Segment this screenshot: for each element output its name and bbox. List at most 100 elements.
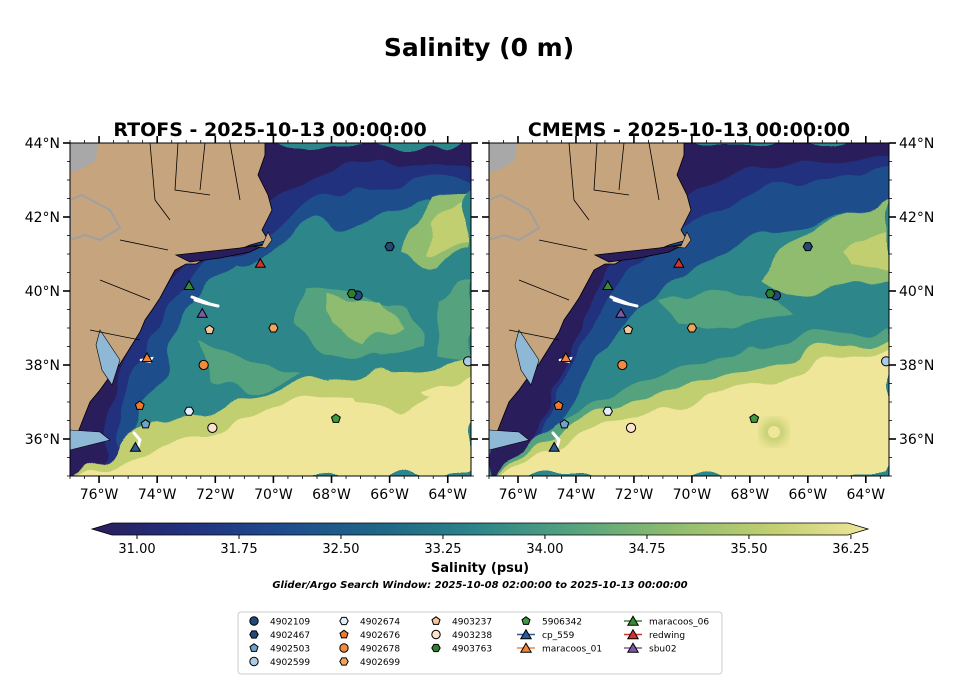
legend-marker-4902678: [339, 643, 349, 653]
legend-label-4902503: 4902503: [270, 645, 310, 655]
y-tick-label: 40°N: [899, 284, 934, 300]
marker-4902503-cmems: [559, 418, 570, 429]
legend-marker-4902503: [249, 643, 259, 652]
marker-4902674-cmems: [602, 406, 613, 416]
colorbar-tick-label: 32.50: [322, 542, 359, 557]
marker-4902678-rtofs: [198, 359, 209, 371]
legend-label-4902699: 4902699: [360, 658, 400, 668]
colorbar-tick-label: 33.25: [424, 542, 461, 557]
x-tick-label: 72°W: [196, 487, 235, 503]
legend-marker-4903238: [431, 629, 441, 640]
marker-maracoos_06-cmems: [602, 279, 614, 290]
legend-label-5906342: 5906342: [542, 618, 582, 628]
markers-cmems: [548, 242, 889, 452]
x-tick-label: 76°W: [80, 487, 119, 503]
colorbar-tick-label: 36.25: [832, 542, 869, 557]
marker-4903237-rtofs: [204, 324, 215, 335]
colorbar-tick-label: 31.75: [220, 542, 257, 557]
legend: 4902109 4902467 4902503 4902599 4902674 49026…: [237, 611, 723, 675]
legend-label-maracoos_06: maracoos_06: [649, 618, 709, 628]
colorbar-bar: [90, 522, 870, 536]
legend-label-4902467: 4902467: [270, 631, 310, 641]
marker-maracoos_01-rtofs: [141, 352, 153, 363]
legend-label-4902676: 4902676: [360, 631, 400, 641]
marker-4902467-cmems: [802, 242, 813, 252]
glider-track-cp559-rtofs: [132, 431, 142, 449]
legend-marker-maracoos_01: [519, 642, 533, 653]
legend-marker-4903237: [431, 616, 441, 625]
legend-marker-sbu02: [626, 642, 640, 653]
map-panel-rtofs: [70, 143, 471, 476]
legend-marker-4903763: [431, 643, 441, 653]
figure-title: Salinity (0 m): [384, 33, 574, 62]
marker-4903763-cmems: [765, 289, 776, 299]
colorbar-tick-label: 31.00: [118, 542, 155, 557]
panel-title-cmems: CMEMS - 2025-10-13 00:00:00: [528, 119, 850, 141]
x-tick-label: 72°W: [615, 487, 654, 503]
marker-4902599-cmems: [881, 356, 889, 367]
x-tick-label: 66°W: [370, 487, 409, 503]
colorbar-tick-label: 34.75: [628, 542, 665, 557]
marker-redwing-cmems: [673, 257, 685, 268]
legend-marker-4902467: [249, 630, 259, 639]
y-tick-label: 44°N: [25, 136, 60, 152]
legend-marker-4902599: [249, 656, 259, 667]
legend-marker-5906342: [521, 616, 531, 625]
marker-4903238-rtofs: [207, 422, 218, 433]
marker-5906342-rtofs: [330, 413, 341, 423]
colorbar: 31.00 31.75 32.50 33.25 34.00 34.75 35.50 36.25…: [90, 522, 870, 576]
y-tick-label: 38°N: [25, 358, 60, 374]
x-tick-label: 68°W: [731, 487, 770, 503]
legend-marker-maracoos_06: [626, 615, 640, 626]
glider-track-sbu02-rtofs: [190, 295, 220, 308]
marker-redwing-rtofs: [254, 257, 267, 268]
y-tick-label: 36°N: [899, 432, 934, 448]
legend-label-cp_559: cp_559: [542, 631, 575, 641]
x-tick-label: 76°W: [499, 487, 538, 503]
legend-items: 4902109 4902467 4902503 4902599 4902674 49026…: [249, 615, 709, 668]
legend-frame: [237, 611, 723, 675]
x-tick-label: 68°W: [312, 487, 351, 503]
land-rtofs: [70, 143, 273, 451]
x-tick-label: 74°W: [138, 487, 177, 503]
y-tick-label: 42°N: [25, 210, 60, 226]
marker-4903237-cmems: [623, 324, 634, 335]
x-tick-label: 70°W: [673, 487, 712, 503]
marker-maracoos_01-cmems: [559, 352, 572, 363]
marker-maracoos_06-rtofs: [183, 279, 195, 290]
marker-4902699-cmems: [686, 323, 698, 333]
marker-4903238-cmems: [625, 422, 637, 433]
x-tick-label: 66°W: [789, 487, 828, 503]
legend-label-redwing: redwing: [649, 631, 685, 641]
colorbar-tick-label: 34.00: [526, 542, 563, 557]
marker-5906342-cmems: [749, 413, 760, 423]
y-tick-label: 40°N: [25, 284, 60, 300]
legend-label-maracoos_01: maracoos_01: [542, 645, 602, 655]
y-tick-label: 36°N: [25, 432, 60, 448]
marker-4902599-rtofs: [462, 356, 471, 367]
legend-marker-4902676: [339, 629, 349, 639]
marker-cp_559-cmems: [548, 441, 561, 452]
marker-4902678-cmems: [617, 359, 628, 371]
glider-track-cp559-cmems: [551, 431, 561, 449]
colorbar-ticks: 31.00 31.75 32.50 33.25 34.00 34.75 35.50 36.25: [118, 535, 870, 557]
search-window-text: Glider/Argo Search Window: 2025-10-08 02…: [272, 580, 687, 591]
y-tick-label: 44°N: [899, 136, 934, 152]
legend-marker-redwing: [626, 628, 640, 640]
legend-marker-4902109: [249, 616, 259, 626]
legend-label-4902109: 4902109: [270, 618, 310, 628]
legend-label-4902678: 4902678: [360, 645, 400, 655]
marker-cp_559-rtofs: [129, 441, 142, 452]
marker-sbu02-cmems: [615, 307, 627, 318]
legend-label-sbu02: sbu02: [649, 645, 677, 655]
legend-marker-cp_559: [519, 628, 533, 640]
marker-4902676-cmems: [553, 400, 564, 410]
x-tick-label: 64°W: [846, 487, 885, 503]
x-tick-label: 64°W: [428, 487, 467, 503]
panel-title-rtofs: RTOFS - 2025-10-13 00:00:00: [113, 119, 426, 141]
colorbar-label: Salinity (psu): [431, 561, 529, 576]
legend-label-4902674: 4902674: [360, 618, 400, 628]
axes-cmems: 76°W 74°W 72°W 70°W 68°W 66°W 64°W 44°N 42°N 40°N…: [482, 136, 934, 503]
legend-label-4902599: 4902599: [270, 658, 310, 668]
